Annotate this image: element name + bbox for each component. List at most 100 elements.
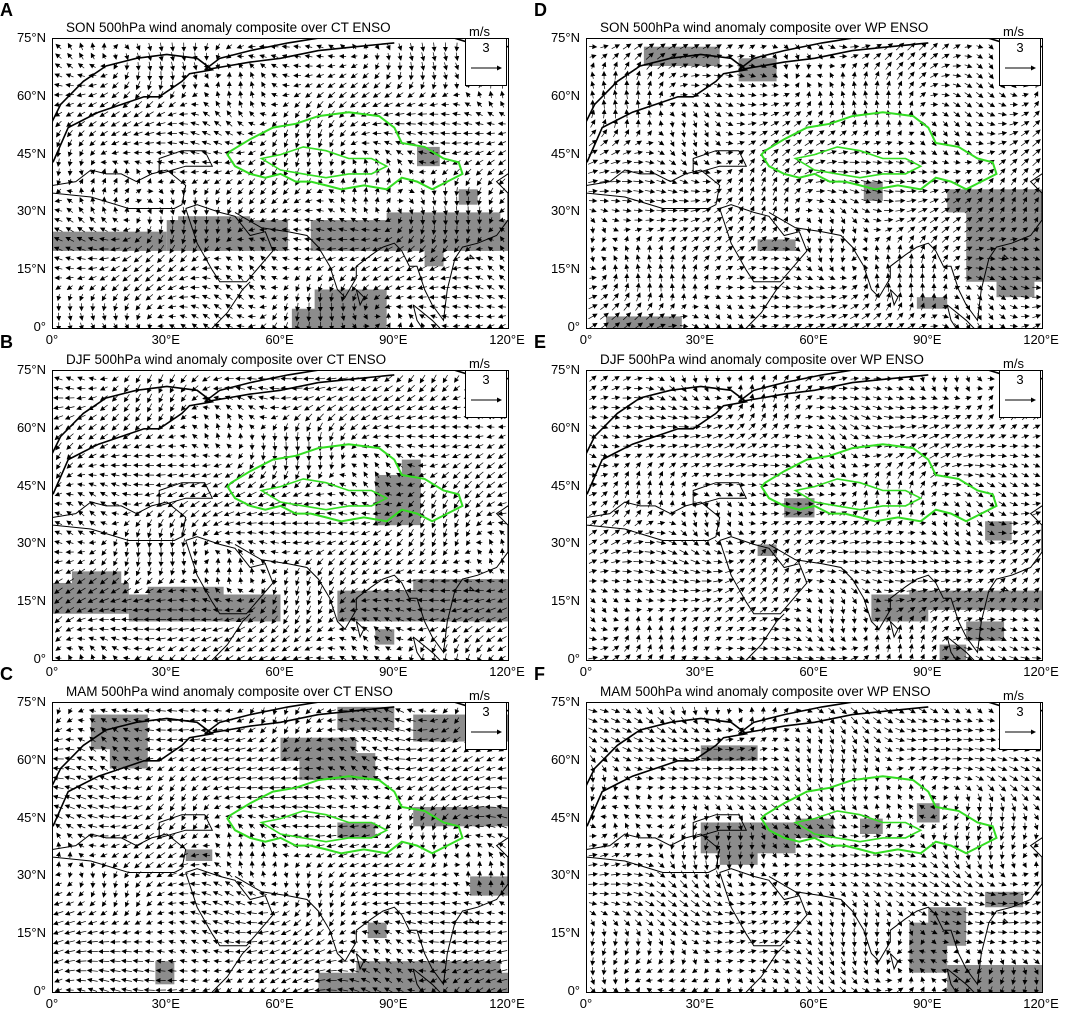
wind-vector <box>601 264 606 272</box>
wind-vector <box>53 949 64 955</box>
wind-vector <box>191 323 199 328</box>
wind-vector <box>339 120 347 128</box>
wind-vector <box>250 870 255 878</box>
wind-vector <box>350 901 358 907</box>
wind-vector <box>223 737 235 743</box>
wind-vector <box>88 910 97 916</box>
wind-vector <box>303 804 314 810</box>
wind-vector <box>440 121 450 127</box>
wind-vector <box>248 717 255 724</box>
reference-unit: m/s <box>469 688 490 703</box>
wind-vector <box>647 71 653 80</box>
wind-vector <box>326 376 337 382</box>
wind-vector <box>499 198 505 205</box>
wind-vector <box>170 52 175 62</box>
wind-vector <box>429 453 438 459</box>
wind-vector <box>452 891 461 897</box>
wind-vector <box>203 804 210 811</box>
wind-vector <box>169 206 175 215</box>
wind-vector <box>124 53 130 61</box>
coastline-1 <box>53 833 187 873</box>
wind-vector <box>121 491 131 497</box>
wind-vector <box>691 179 700 184</box>
wind-vector <box>692 102 699 108</box>
wind-vector <box>601 274 607 281</box>
wind-vector <box>486 520 495 526</box>
wind-vector <box>99 482 108 488</box>
wind-vector <box>339 558 347 566</box>
coastline-8 <box>889 621 899 639</box>
wind-vector <box>942 159 950 165</box>
wind-vector <box>110 121 120 127</box>
wind-vector <box>304 491 313 497</box>
wind-vector <box>293 63 302 69</box>
wind-vector <box>178 500 189 508</box>
wind-vector <box>473 795 485 801</box>
wind-vector <box>815 313 826 319</box>
wind-vector <box>748 304 757 309</box>
wind-vector <box>430 323 437 328</box>
wind-vector <box>66 442 74 450</box>
wind-vector <box>839 207 847 214</box>
wind-vector <box>122 775 131 781</box>
wind-vector <box>144 708 155 714</box>
wind-vector <box>681 283 687 291</box>
wind-vector <box>635 227 643 233</box>
wind-vector <box>281 63 290 69</box>
wind-vector <box>76 395 86 401</box>
wind-vector <box>237 284 244 291</box>
wind-vector <box>155 492 166 497</box>
wind-vector <box>338 501 348 507</box>
wind-vector <box>371 395 382 401</box>
wind-vector <box>53 737 63 743</box>
wind-vector <box>725 255 734 262</box>
wind-vector <box>417 939 428 945</box>
wind-vector <box>383 256 393 262</box>
wind-vector <box>110 833 121 839</box>
wind-vector <box>304 82 313 88</box>
wind-vector <box>145 101 154 109</box>
wind-vector <box>840 81 846 89</box>
wind-vector <box>112 72 119 80</box>
wind-vector <box>124 168 130 175</box>
wind-vector <box>929 216 939 224</box>
wind-vector <box>704 120 709 128</box>
wind-vector <box>271 73 278 79</box>
wind-vector <box>101 323 107 328</box>
wind-vector <box>406 405 416 411</box>
wind-vector <box>236 404 244 411</box>
wind-vector <box>67 52 73 60</box>
wind-vector <box>169 793 175 802</box>
wind-vector <box>725 216 734 224</box>
wind-vector <box>782 130 791 137</box>
wind-vector <box>349 414 359 421</box>
wind-vector <box>270 987 279 992</box>
wind-vector <box>234 511 246 517</box>
wind-vector <box>953 169 961 175</box>
wind-vector <box>143 977 155 983</box>
wind-vector <box>669 82 676 88</box>
wind-vector <box>874 80 880 90</box>
wind-vector <box>327 101 336 109</box>
wind-vector <box>248 284 255 291</box>
wind-vector <box>475 168 483 176</box>
wind-vector <box>98 929 109 935</box>
wind-vector <box>896 323 905 328</box>
wind-vector <box>418 871 427 877</box>
wind-vector <box>691 236 700 243</box>
wind-vector <box>283 177 289 186</box>
wind-vector <box>303 968 314 974</box>
wind-vector <box>56 841 62 849</box>
wind-vector <box>793 275 803 281</box>
wind-vector <box>418 395 427 402</box>
reference-vector-box: 3 <box>465 702 507 750</box>
wind-vector <box>178 987 189 992</box>
wind-vector <box>87 785 98 790</box>
wind-vector <box>177 626 189 632</box>
wind-vector <box>474 140 484 146</box>
wind-vector <box>178 285 189 290</box>
wind-vector <box>145 160 154 165</box>
y-tick-label: 75°N <box>16 30 46 45</box>
wind-vector <box>257 766 269 772</box>
wind-vector <box>406 453 415 459</box>
